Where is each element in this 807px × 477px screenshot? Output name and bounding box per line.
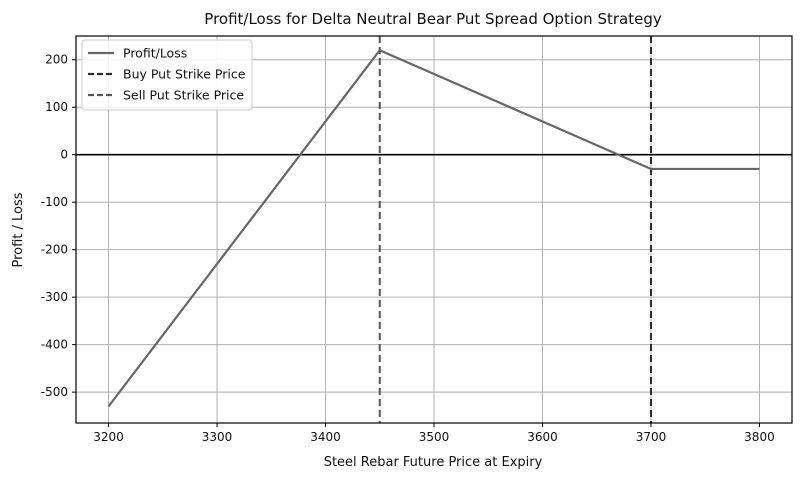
legend-label: Buy Put Strike Price [123, 67, 246, 82]
legend-label: Sell Put Strike Price [123, 88, 244, 103]
x-tick-label: 3800 [744, 430, 775, 444]
y-tick-label: -500 [41, 385, 68, 399]
x-axis-label: Steel Rebar Future Price at Expiry [324, 455, 543, 470]
y-tick-label: -200 [41, 243, 68, 257]
plot-area: 3200 3300 3400 3500 3600 3700 3800 200 100 0 -100 -… [41, 35, 793, 444]
x-tick-label: 3400 [310, 430, 341, 444]
y-tick-label: 0 [60, 148, 68, 162]
legend-label: Profit/Loss [123, 46, 187, 61]
y-tick-label: 100 [45, 100, 68, 114]
axes-frame [75, 35, 793, 424]
y-tick-label: -300 [41, 290, 68, 304]
chart-title: Profit/Loss for Delta Neutral Bear Put S… [204, 10, 662, 28]
x-tick-label: 3600 [527, 430, 558, 444]
x-tick-label: 3200 [93, 430, 124, 444]
legend-box [81, 39, 253, 111]
x-tick-label: 3300 [202, 430, 233, 444]
y-tick-label: -400 [41, 338, 68, 352]
y-axis-label: Profit / Loss [11, 192, 26, 267]
profit-loss-line [107, 48, 760, 408]
x-tick-label: 3700 [636, 430, 667, 444]
y-tick-label: 200 [45, 53, 68, 67]
y-tick-label: -100 [41, 195, 68, 209]
x-tick-label: 3500 [419, 430, 450, 444]
